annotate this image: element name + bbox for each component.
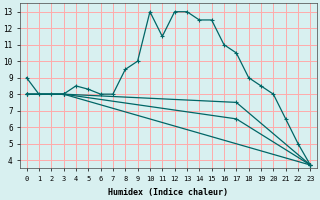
X-axis label: Humidex (Indice chaleur): Humidex (Indice chaleur) [108, 188, 228, 197]
